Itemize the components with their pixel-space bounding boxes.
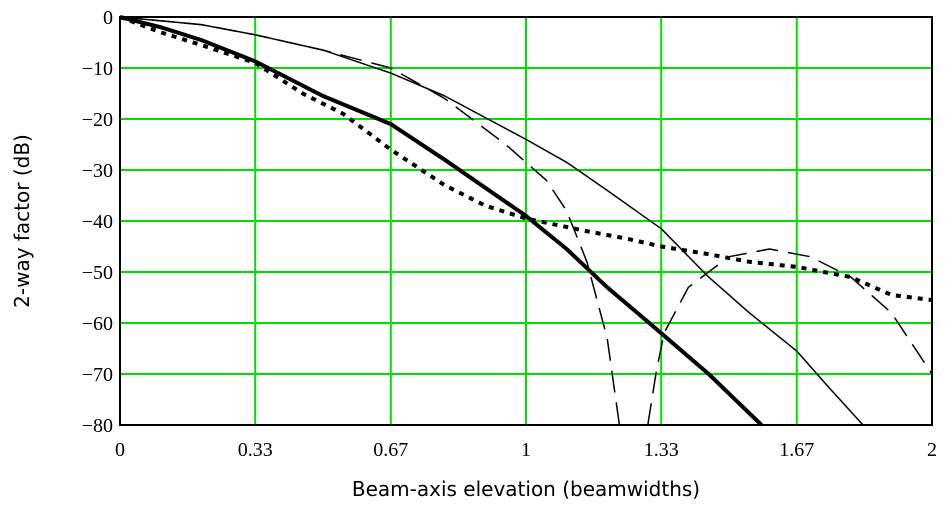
grid — [120, 17, 932, 425]
y-tick-label: −50 — [82, 262, 113, 284]
y-axis-label: 2-way factor (dB) — [10, 134, 34, 308]
series-line-1-solid-thick — [119, 15, 763, 427]
x-axis-label: Beam-axis elevation (beamwidths) — [352, 477, 700, 501]
x-tick-label: 0.67 — [373, 439, 408, 461]
x-tick-label: 2 — [927, 439, 937, 461]
series-line-3-dashed — [119, 16, 933, 426]
y-tick-label: −80 — [82, 415, 113, 437]
y-tick-label: 0 — [103, 7, 113, 29]
series-line-2-solid-thin — [119, 16, 864, 426]
x-tick-label: 1.67 — [779, 439, 814, 461]
y-tick-label: −10 — [82, 58, 113, 80]
x-tick-label: 1.33 — [644, 439, 679, 461]
y-tick-label: −20 — [82, 109, 113, 131]
series-group — [119, 15, 933, 427]
y-tick-label: −40 — [82, 211, 113, 233]
x-tick-label: 0.33 — [238, 439, 273, 461]
x-tick-label: 1 — [521, 439, 531, 461]
y-tick-labels: 0 −10 −20 −30 −40 −50 −60 −70 −80 — [82, 7, 113, 437]
y-tick-label: −60 — [82, 313, 113, 335]
y-tick-label: −70 — [82, 364, 113, 386]
x-tick-labels: 0 0.33 0.67 1 1.33 1.67 2 — [115, 439, 937, 461]
y-tick-label: −30 — [82, 160, 113, 182]
plot-frame — [119, 16, 933, 426]
x-tick-label: 0 — [115, 439, 125, 461]
